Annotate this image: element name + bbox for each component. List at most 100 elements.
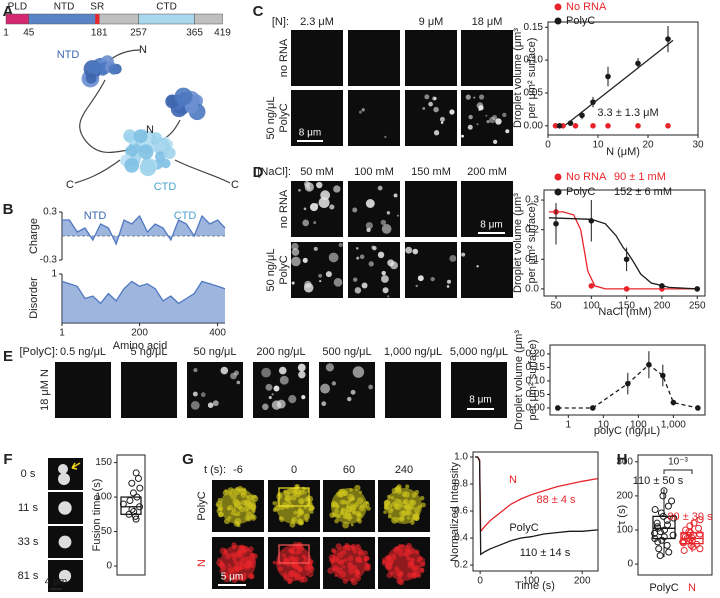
y-tick-label: 0.0 <box>525 284 539 295</box>
header-prefix: t (s): <box>204 464 226 476</box>
column-label: 200 ng/μL <box>256 346 305 358</box>
chain <box>79 79 131 154</box>
data-point <box>685 528 693 536</box>
droplet <box>291 256 301 267</box>
data-point <box>664 502 672 510</box>
x-tick-label: 150 <box>618 301 635 312</box>
droplet-texture <box>216 503 220 507</box>
plot-frame <box>116 454 146 576</box>
droplet-texture <box>272 560 277 565</box>
droplet <box>377 185 383 191</box>
droplet <box>461 252 466 257</box>
droplet <box>352 366 365 378</box>
column-label: 200 mM <box>467 166 507 178</box>
domain-segment <box>194 13 223 25</box>
data-point <box>651 529 659 537</box>
structure-blob <box>125 145 138 158</box>
domain-segment <box>5 13 30 25</box>
droplet <box>333 278 343 287</box>
data-point <box>625 380 631 387</box>
plot-frame <box>549 344 706 416</box>
droplet <box>291 248 300 256</box>
droplet <box>422 107 426 111</box>
data-point <box>588 217 595 224</box>
droplet <box>386 545 422 581</box>
data-point <box>646 361 652 368</box>
structure-label: NTD <box>57 49 80 61</box>
significance: 10⁻³ <box>668 457 688 468</box>
x-tick-label: 100 <box>630 420 647 431</box>
panel-label: B <box>3 201 14 218</box>
data-point <box>605 73 611 80</box>
droplet <box>220 488 256 524</box>
y-tick-label: 0.4 <box>454 533 468 544</box>
droplet-texture <box>421 558 426 562</box>
droplet <box>320 190 331 201</box>
y-axis-label: Charge <box>28 218 40 254</box>
y-tick-label: 0.20 <box>526 349 546 360</box>
droplet <box>333 185 341 193</box>
structure-blob <box>86 73 97 84</box>
droplet <box>313 221 317 225</box>
droplet-texture <box>405 484 410 489</box>
row-label: PolyC <box>196 491 208 520</box>
data-point <box>656 552 664 560</box>
data-point <box>679 539 687 547</box>
y-tick-label: 300 <box>616 456 633 467</box>
annotation: 88 ± 4 s <box>536 494 576 506</box>
droplet <box>279 375 289 385</box>
fit-line <box>564 39 674 127</box>
fit-line <box>548 211 698 290</box>
droplet <box>365 199 375 208</box>
data-point <box>554 405 561 411</box>
domain-label: PLD <box>8 2 27 13</box>
x-axis-label: N (μM) <box>606 146 640 158</box>
micrograph <box>405 30 457 86</box>
droplet <box>505 129 510 134</box>
micrograph <box>291 90 343 146</box>
y-tick-label: 0.1 <box>525 254 539 265</box>
legend-marker <box>554 3 562 11</box>
legend-marker <box>554 173 562 181</box>
micrograph <box>461 242 513 298</box>
structure-label: C <box>231 179 239 191</box>
droplet <box>415 284 418 288</box>
area-line <box>61 280 226 305</box>
data-point <box>136 484 144 492</box>
bleach-region <box>278 544 310 564</box>
droplet-texture <box>421 561 426 566</box>
column-label: 100 mM <box>354 166 394 178</box>
legend-label: No RNA <box>566 1 607 13</box>
residue-number: 181 <box>91 28 108 39</box>
y-tick-label: 0.10 <box>526 376 546 387</box>
data-point <box>659 283 665 289</box>
droplet <box>381 224 392 234</box>
droplet <box>58 464 68 474</box>
column-label: 0.5 ng/μL <box>60 346 106 358</box>
y-tick-label: 0.05 <box>526 389 546 400</box>
droplet <box>316 181 323 189</box>
droplet <box>358 110 362 114</box>
column-label: 18 μM <box>472 16 503 28</box>
droplet <box>476 123 479 126</box>
droplet-texture <box>287 579 292 585</box>
chain <box>109 49 141 61</box>
structure-blob <box>108 64 119 75</box>
column-label: 150 mM <box>411 166 451 178</box>
droplet <box>405 246 413 254</box>
droplet <box>273 385 280 392</box>
x-tick-label: 100 <box>583 301 600 312</box>
y-tick-label: 0.8 <box>454 479 468 490</box>
droplet <box>493 139 498 144</box>
droplet <box>380 219 387 226</box>
droplet <box>354 287 362 294</box>
structure-label: CTD <box>154 181 177 193</box>
data-point <box>665 548 673 556</box>
droplet <box>368 261 374 267</box>
droplet <box>261 367 272 378</box>
fit-label: 152 ± 6 mM <box>614 186 672 198</box>
x-tick-label: 50 <box>550 301 562 312</box>
x-tick-label: 1,000 <box>661 420 686 431</box>
droplet <box>325 363 335 372</box>
x-tick-label: 250 <box>689 301 706 312</box>
